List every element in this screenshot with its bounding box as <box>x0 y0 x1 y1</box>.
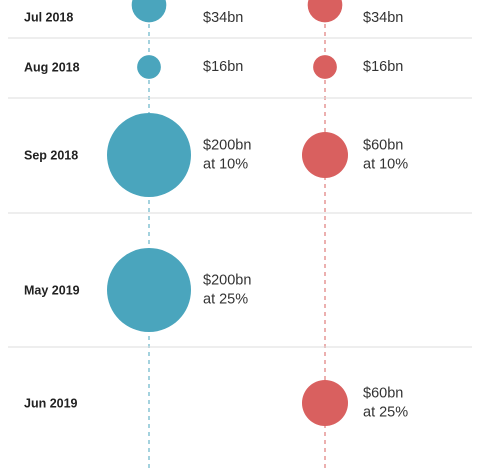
us-bubble-1 <box>137 55 161 79</box>
china-bubble-0 <box>307 0 343 23</box>
us-value-label-1-0: $16bn <box>203 59 243 75</box>
china-value-label-4-1: at 25% <box>363 404 408 420</box>
china-value-label-4-0: $60bn <box>363 385 403 401</box>
china-bubble-2 <box>301 131 349 179</box>
china-bubble-4 <box>301 379 349 427</box>
row-label-2: Sep 2018 <box>24 148 78 162</box>
us-bubble-0 <box>131 0 167 23</box>
china-value-label-2-1: at 10% <box>363 156 408 172</box>
us-bubble-3 <box>107 248 191 332</box>
us-value-label-2-0: $200bn <box>203 137 251 153</box>
us-bubble-2 <box>107 113 191 197</box>
row-label-1: Aug 2018 <box>24 60 80 74</box>
us-value-label-0-0: $34bn <box>203 10 243 26</box>
china-value-label-0-0: $34bn <box>363 10 403 26</box>
china-bubble-1 <box>313 55 337 79</box>
row-label-3: May 2019 <box>24 283 80 297</box>
us-value-label-3-0: $200bn <box>203 272 251 288</box>
china-value-label-2-0: $60bn <box>363 137 403 153</box>
us-value-label-3-1: at 25% <box>203 291 248 307</box>
row-label-0: Jul 2018 <box>24 10 73 24</box>
china-value-label-1-0: $16bn <box>363 59 403 75</box>
row-label-4: Jun 2019 <box>24 396 78 410</box>
us-value-label-2-1: at 10% <box>203 156 248 172</box>
